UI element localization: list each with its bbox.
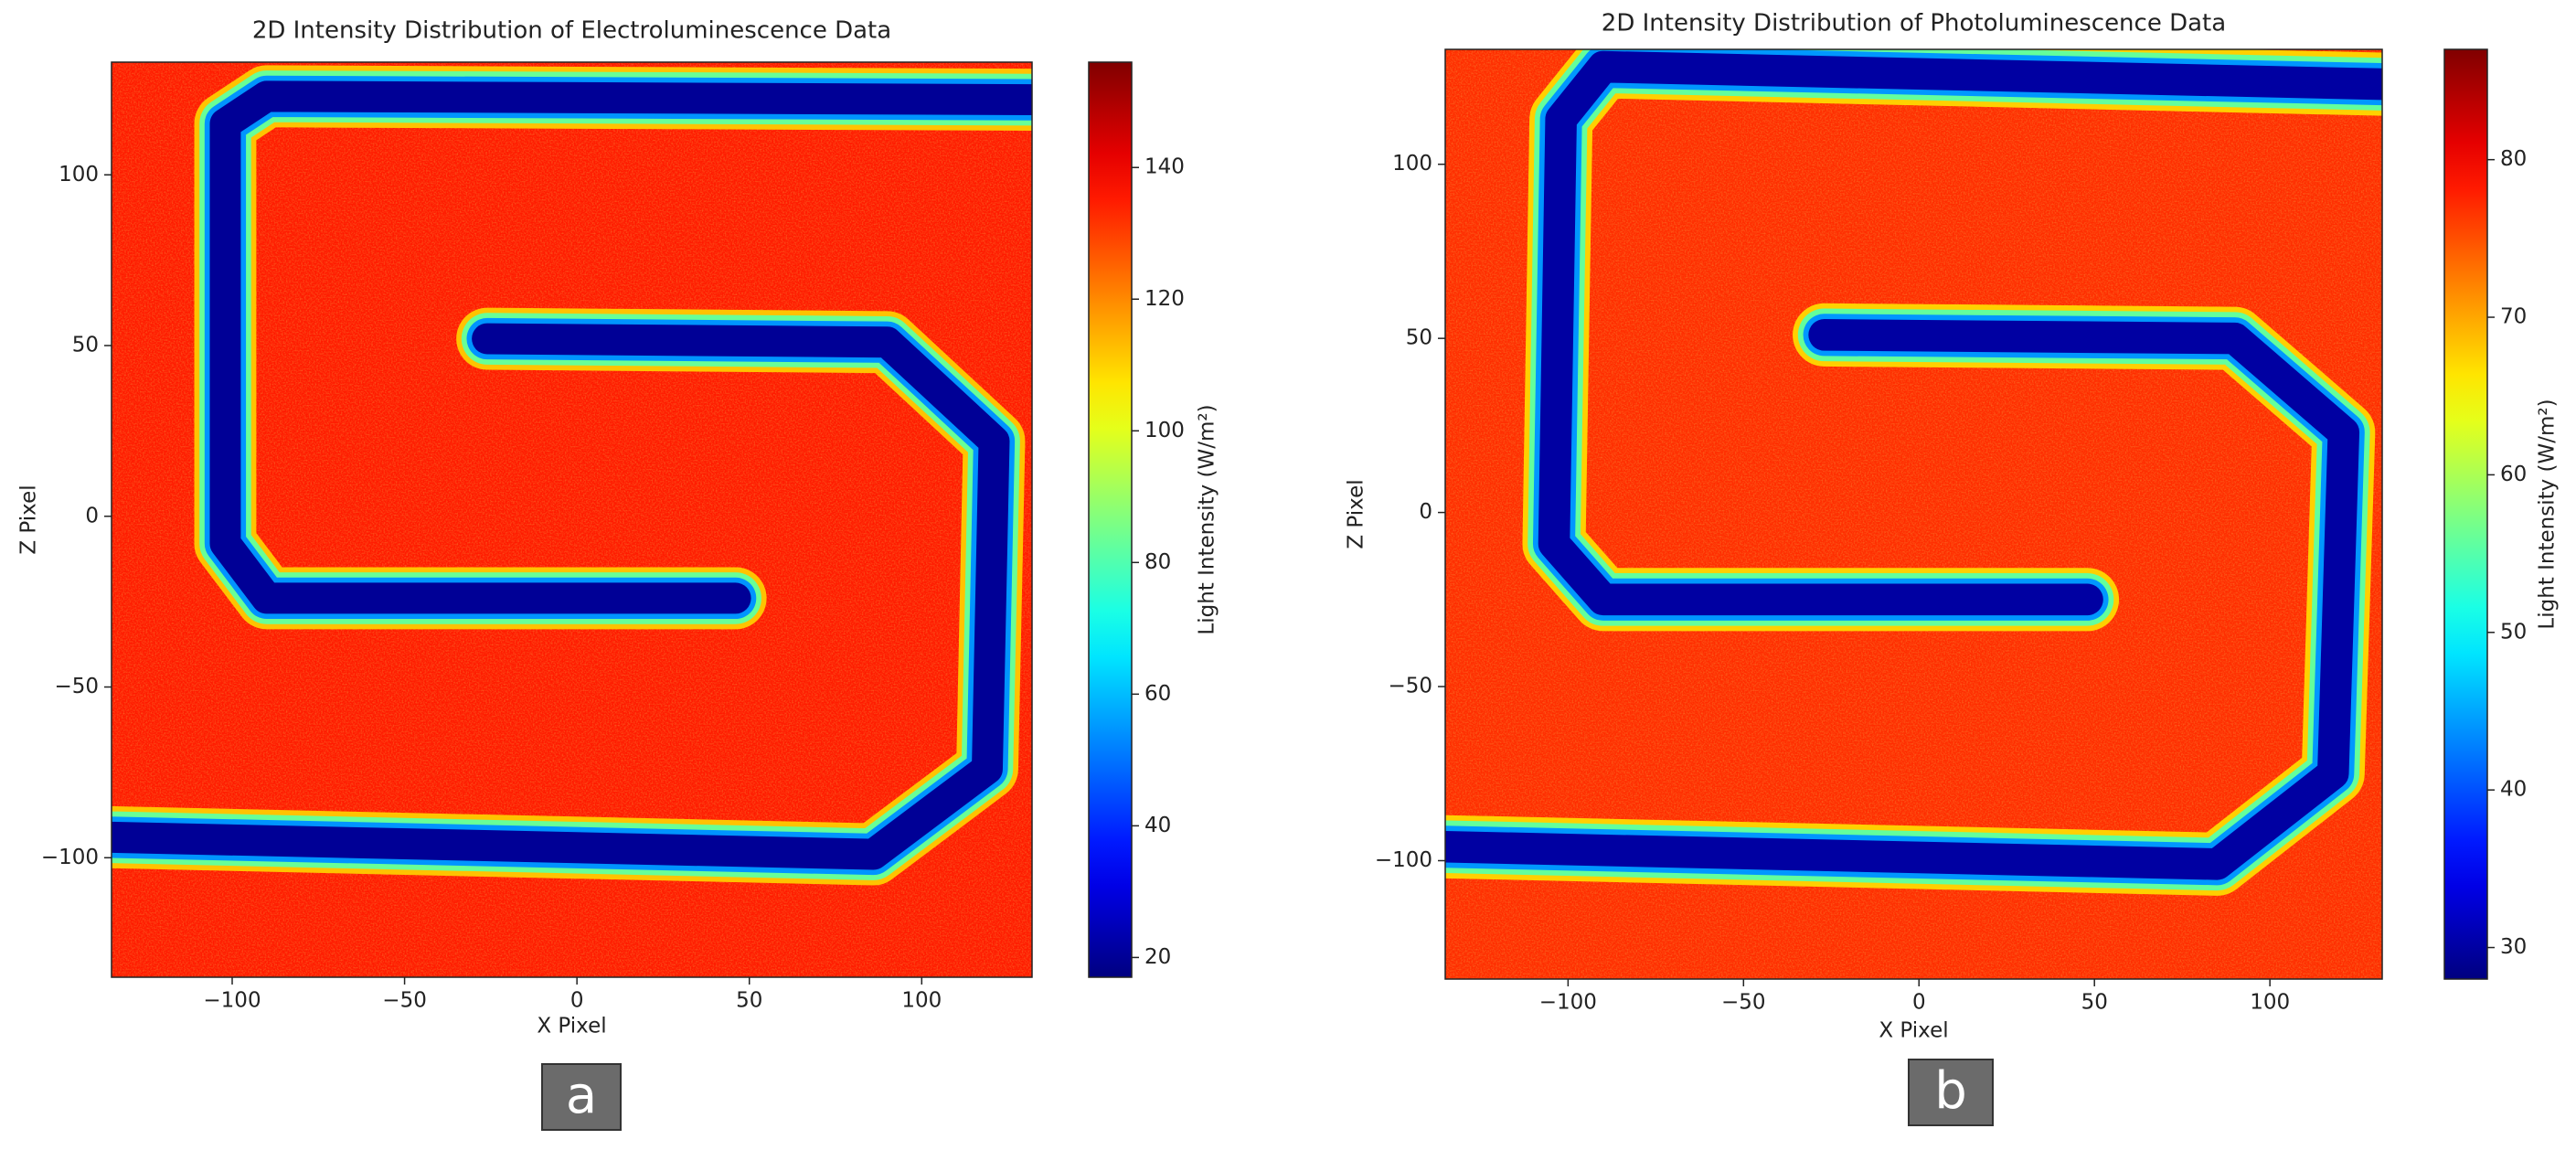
panel-label-box (1908, 1059, 1994, 1126)
colorbar-label: Light Intensity (W/m²) (1196, 404, 1219, 634)
x-tick-label: −50 (382, 989, 427, 1013)
chart-title: 2D Intensity Distribution of Photolumine… (1602, 10, 2226, 37)
x-tick-label: −50 (1721, 991, 1766, 1015)
plot-frame (111, 61, 1033, 978)
colorbar-tick-label: 60 (1144, 682, 1171, 706)
x-tick-label: 0 (1912, 991, 1926, 1015)
panel-label-box (541, 1063, 622, 1131)
y-tick-label: 50 (1406, 326, 1432, 350)
channel (112, 323, 1010, 870)
x-tick-label: −100 (1539, 991, 1597, 1015)
channel (209, 80, 1032, 614)
chart-title: 2D Intensity Distribution of Electrolumi… (252, 17, 891, 45)
x-axis-label: X Pixel (537, 1015, 606, 1038)
x-tick-label: 50 (736, 989, 762, 1013)
x-tick-label: 100 (901, 989, 942, 1013)
y-tick-label: 0 (1419, 500, 1432, 524)
y-axis-label: Z Pixel (1345, 479, 1368, 548)
colorbar-tick-label: 70 (2500, 305, 2527, 329)
panel-label: b (1934, 1061, 1967, 1121)
plot-area (112, 62, 1032, 977)
channel (1445, 319, 2360, 880)
colorbar-tick-label: 60 (2500, 463, 2527, 486)
panel-label: a (566, 1066, 597, 1125)
colorbar-tick-label: 30 (2500, 935, 2527, 959)
colorbar (1088, 61, 1133, 978)
plot-frame (1444, 48, 2383, 980)
colorbar-tick-label: 20 (1144, 945, 1171, 969)
colorbar-label: Light Intensity (W/m²) (2536, 399, 2560, 629)
y-tick-label: −50 (54, 675, 99, 698)
colorbar-tick-label: 40 (1144, 814, 1171, 837)
y-tick-label: 100 (1392, 152, 1432, 176)
y-tick-label: 100 (59, 163, 99, 186)
colorbar (2443, 48, 2488, 980)
colorbar-tick-label: 50 (2500, 620, 2527, 644)
y-tick-label: 50 (72, 334, 99, 357)
x-tick-label: 100 (2250, 991, 2290, 1015)
x-tick-label: −100 (203, 989, 261, 1013)
y-tick-label: 0 (85, 504, 99, 527)
y-tick-label: −100 (41, 846, 99, 869)
colorbar-tick-label: 80 (2500, 147, 2527, 171)
x-tick-label: 50 (2081, 991, 2108, 1015)
x-axis-label: X Pixel (1879, 1019, 1948, 1043)
y-axis-label: Z Pixel (17, 484, 41, 554)
colorbar-tick-label: 120 (1144, 287, 1185, 311)
plot-area (1445, 49, 2382, 979)
channel (1538, 50, 2382, 616)
colorbar-tick-label: 140 (1144, 155, 1185, 179)
x-tick-label: 0 (570, 989, 584, 1013)
y-tick-label: −50 (1388, 675, 1432, 698)
colorbar-tick-label: 100 (1144, 419, 1185, 442)
colorbar-tick-label: 40 (2500, 778, 2527, 802)
colorbar-tick-label: 80 (1144, 550, 1171, 574)
y-tick-label: −100 (1375, 848, 1432, 872)
